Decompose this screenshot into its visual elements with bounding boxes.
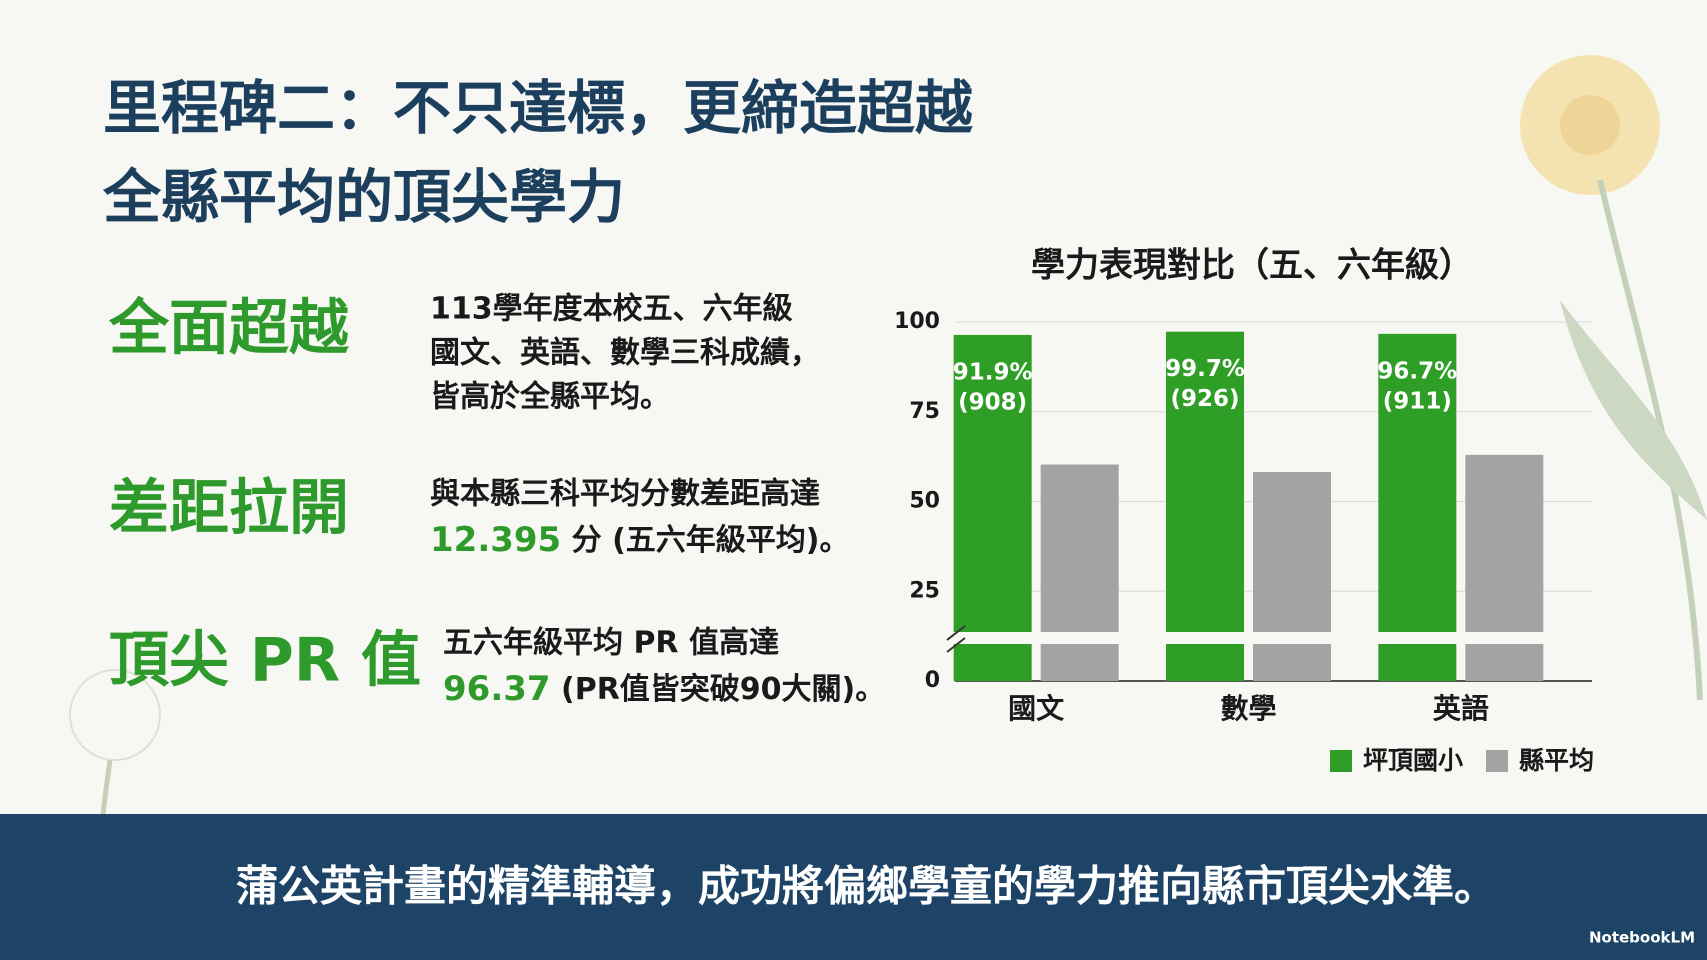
bar — [1040, 464, 1119, 681]
y-tick-label: 0 — [925, 668, 940, 693]
point-text: 皆高於全縣平均。 — [430, 380, 670, 415]
title: 全縣平均的頂尖學力 — [102, 163, 625, 231]
y-tick-label: 25 — [909, 578, 940, 603]
point-heading: 頂尖 PR 值 — [109, 626, 421, 696]
point-text: 96.37 (PR值皆突破90大關)。 — [443, 669, 885, 709]
point-text: 分 (五六年級平均)。 — [561, 523, 849, 558]
bar — [953, 334, 1032, 681]
bar-annotation: (908) — [958, 389, 1027, 415]
bar-annotation: 99.7% — [1165, 356, 1245, 382]
point-heading: 差距拉開 — [109, 474, 349, 544]
legend-swatch — [1330, 750, 1352, 772]
y-tick-label: 100 — [894, 309, 940, 334]
axis-break — [953, 632, 1594, 644]
point-text: 與本縣三科平均分數差距高達 — [430, 477, 820, 512]
point-text: 國文、英語、數學三科成績， — [430, 336, 820, 371]
point-text: 113學年度本校五、六年級 — [430, 292, 793, 327]
bar — [1166, 331, 1244, 681]
point-heading: 全面超越 — [108, 294, 350, 364]
highlight-number: 12.395 — [430, 520, 561, 560]
point-text: 12.395 分 (五六年級平均)。 — [430, 520, 850, 560]
bar — [1253, 472, 1331, 681]
bar — [1465, 454, 1544, 681]
point-text: 五六年級平均 PR 值高達 — [443, 626, 779, 661]
bar-annotation: 91.9% — [953, 359, 1033, 385]
x-tick-label: 英語 — [1433, 692, 1489, 725]
bar — [1378, 333, 1457, 681]
banner-bg — [0, 814, 1707, 960]
legend-swatch — [1486, 750, 1508, 772]
y-tick-label: 75 — [909, 399, 940, 424]
chart-title: 學力表現對比（五、六年級） — [1031, 246, 1473, 286]
title: 里程碑二：不只達標，更締造超越 — [103, 74, 974, 142]
y-tick-label: 50 — [909, 489, 940, 514]
axis-break-mark — [946, 625, 966, 641]
bar-annotation: (911) — [1383, 388, 1452, 414]
axis-break-mark — [946, 637, 966, 653]
highlight-number: 96.37 — [443, 669, 551, 709]
bar-annotation: 96.7% — [1377, 358, 1457, 384]
logo: NotebookLM — [1589, 929, 1695, 947]
legend-label: 縣平均 — [1519, 746, 1594, 775]
legend-label: 坪頂國小 — [1363, 746, 1463, 775]
point-text: (PR值皆突破90大關)。 — [551, 672, 886, 707]
x-tick-label: 國文 — [1008, 692, 1064, 725]
x-tick-label: 數學 — [1220, 692, 1276, 725]
bar-annotation: (926) — [1170, 386, 1239, 412]
banner-text: 蒲公英計畫的精準輔導，成功將偏鄉學童的學力推向縣市頂尖水準。 — [236, 862, 1496, 911]
